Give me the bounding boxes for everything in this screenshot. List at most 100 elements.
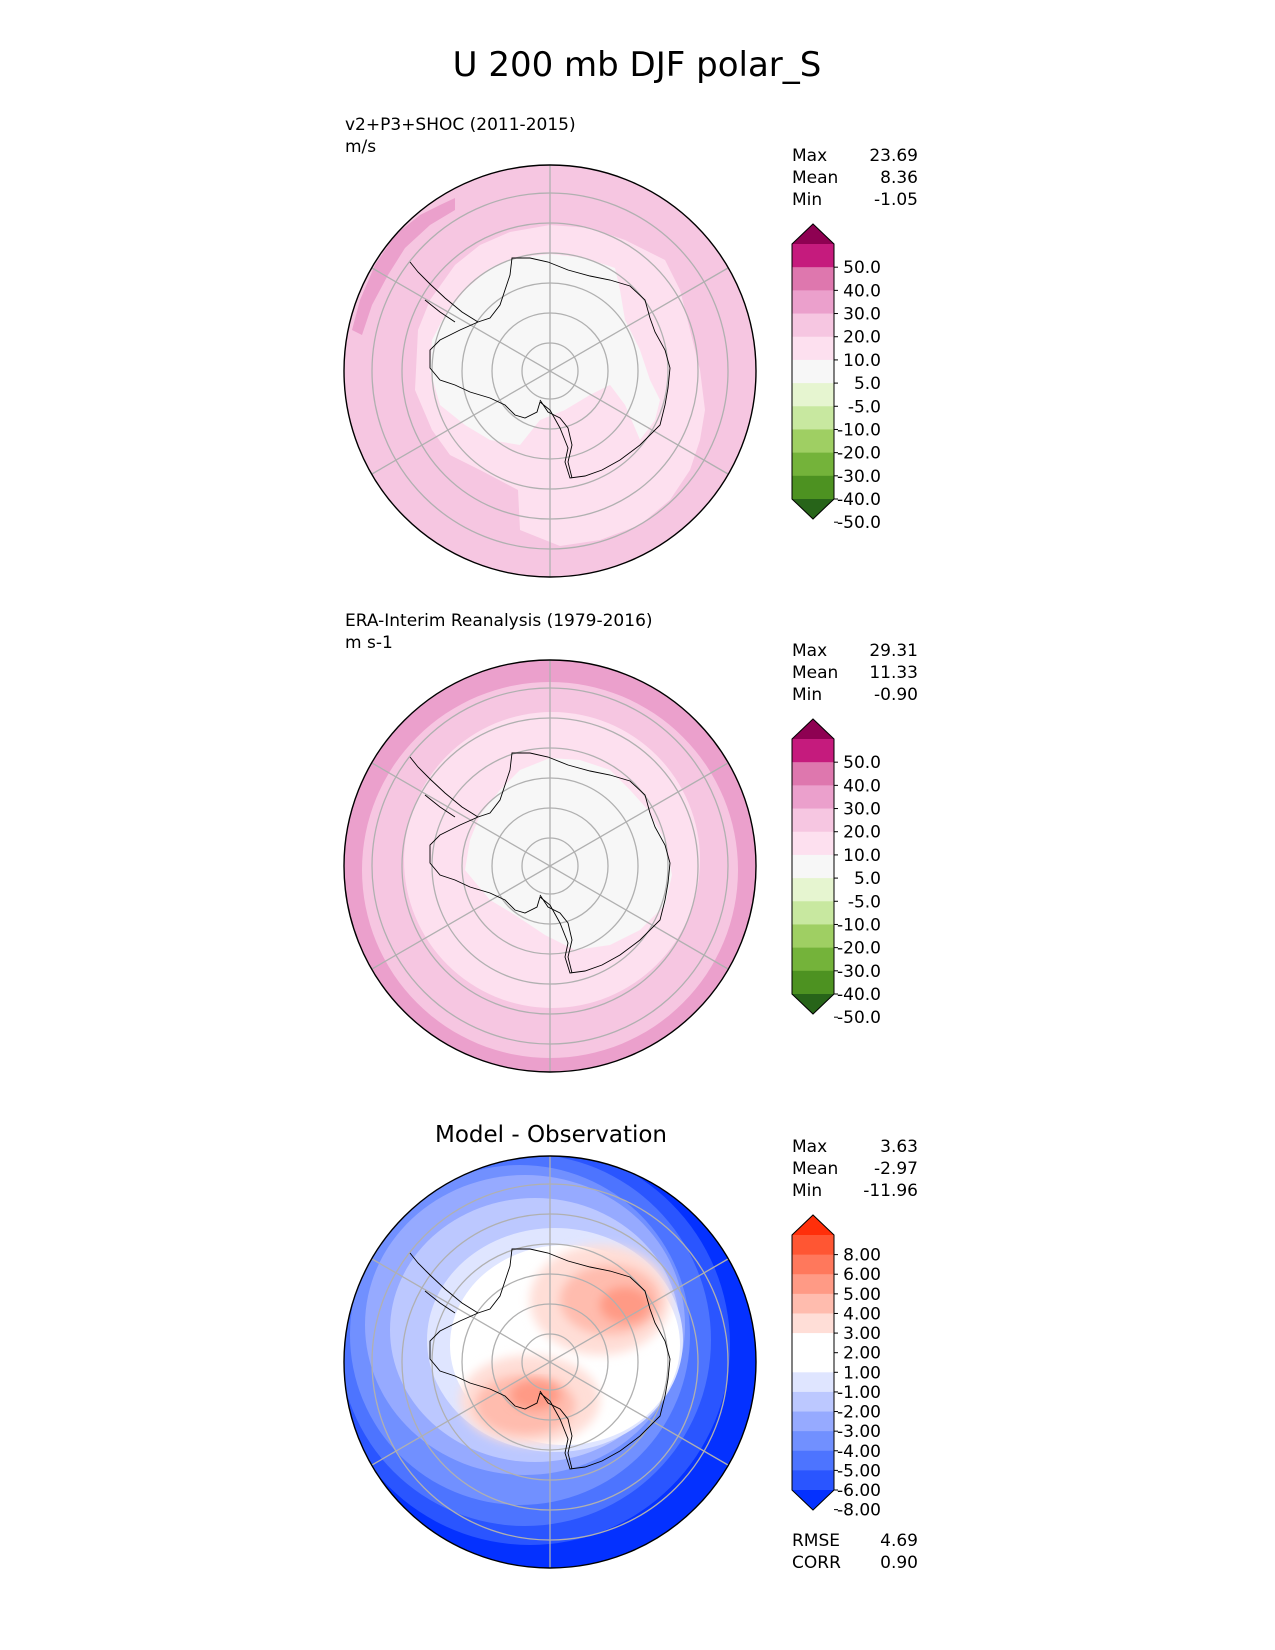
stat-max-label: Max — [792, 146, 827, 166]
panel-test-coast — [409, 257, 671, 479]
stat-min-value: -1.05 — [874, 190, 918, 210]
panel-test: v2+P3+SHOC (2011-2015) m/s Max 23.69 Mea… — [343, 115, 918, 578]
stat-min-value: -11.96 — [863, 1181, 918, 1201]
panel-test-stats: Max 23.69 Mean 8.36 Min -1.05 — [792, 146, 918, 210]
colorbar-tick-label: 2.00 — [843, 1344, 881, 1364]
colorbar-tick-label: 40.0 — [843, 281, 881, 301]
panel-diff-footer-stats: RMSE 4.69 CORR 0.90 — [792, 1531, 918, 1573]
colorbar-tick-label: 50.0 — [843, 753, 881, 773]
panel-diff-colorbar: 8.006.005.004.003.002.001.00-1.00-2.00-3… — [791, 1214, 881, 1521]
panel-diff-grid — [371, 1156, 729, 1568]
colorbar-tick-label: -40.0 — [837, 490, 881, 510]
colorbar-extend-top — [792, 719, 834, 739]
colorbar-segment — [792, 1372, 834, 1393]
colorbar-segment — [792, 1450, 834, 1471]
colorbar-tick-label: -50.0 — [837, 1008, 881, 1028]
stat-min-label: Min — [792, 190, 822, 210]
colorbar-tick-label: -20.0 — [837, 444, 881, 464]
colorbar-segment — [792, 1254, 834, 1275]
colorbar-segment — [792, 785, 834, 810]
colorbar-segment — [792, 1411, 834, 1432]
colorbar-tick-label: -2.00 — [837, 1403, 881, 1423]
panel-reference-units: m s-1 — [345, 633, 393, 653]
colorbar-tick-label: -8.00 — [837, 1501, 881, 1521]
colorbar-tick-label: 40.0 — [843, 776, 881, 796]
stat-mean-label: Mean — [792, 168, 838, 188]
colorbar-tick-label: -3.00 — [837, 1422, 881, 1442]
colorbar-extend-top — [792, 224, 834, 244]
colorbar-segment — [792, 831, 834, 856]
colorbar-tick-label: -4.00 — [837, 1442, 881, 1462]
colorbar-tick-label: -5.00 — [837, 1461, 881, 1481]
colorbar-tick-label: 10.0 — [843, 846, 881, 866]
stat-mean-label: Mean — [792, 1159, 838, 1179]
colorbar-segment — [792, 1235, 834, 1256]
colorbar-segment — [792, 429, 834, 454]
colorbar-extend-top — [792, 1215, 834, 1235]
stat-mean-value: -2.97 — [874, 1159, 918, 1179]
colorbar-extend-bottom — [792, 1490, 834, 1510]
panel-diff-coast — [409, 1248, 671, 1470]
stat-max-value: 3.63 — [880, 1137, 918, 1157]
colorbar-segment — [792, 901, 834, 925]
colorbar-segment — [792, 1274, 834, 1295]
colorbar-segment — [792, 406, 834, 430]
colorbar-tick-label: -30.0 — [837, 962, 881, 982]
core-neg5-5 — [465, 758, 672, 950]
colorbar-segment — [792, 267, 834, 291]
colorbar-tick-label: 30.0 — [843, 800, 881, 820]
stat-max-label: Max — [792, 641, 827, 661]
colorbar-tick-label: 4.00 — [843, 1304, 881, 1324]
colorbar-segment — [792, 808, 834, 833]
stat-corr-value: 0.90 — [880, 1553, 918, 1573]
panel-reference-coast — [409, 752, 671, 974]
stat-mean-value: 11.33 — [869, 663, 918, 683]
colorbar-extend-bottom — [792, 499, 834, 519]
colorbar-tick-label: -20.0 — [837, 939, 881, 959]
colorbar-tick-label: -50.0 — [837, 513, 881, 533]
stat-corr-label: CORR — [792, 1553, 841, 1573]
colorbar-segment — [792, 854, 834, 879]
colorbar-tick-label: -40.0 — [837, 985, 881, 1005]
colorbar-segment — [792, 1293, 834, 1314]
colorbar-segment — [792, 290, 834, 315]
panel-diff-stats: Max 3.63 Mean -2.97 Min -11.96 — [792, 1137, 918, 1201]
colorbar-tick-label: -10.0 — [837, 915, 881, 935]
panel-reference-colorbar: 50.0 40.0 30.0 20.0 10.0 5.0 -5.0 -10.0 -20.0 -30… — [791, 718, 881, 1028]
positive-anomaly-west — [460, 1355, 600, 1445]
stat-max-value: 29.31 — [869, 641, 918, 661]
positive-anomaly-east — [530, 1245, 670, 1355]
colorbar-extend-bottom — [792, 994, 834, 1014]
colorbar-segment — [792, 1470, 834, 1491]
colorbar-segment — [792, 313, 834, 338]
colorbar-segment — [792, 244, 834, 268]
colorbar-tick-label: 50.0 — [843, 258, 881, 278]
colorbar-segment — [792, 475, 834, 500]
colorbar-segment — [792, 762, 834, 786]
panel-diff-title: Model - Observation — [435, 1122, 667, 1148]
stat-min-label: Min — [792, 1181, 822, 1201]
colorbar-tick-label: 1.00 — [843, 1363, 881, 1383]
colorbar-tick-label: -10.0 — [837, 420, 881, 440]
colorbar-tick-label: -5.0 — [848, 892, 881, 912]
colorbar-segment — [792, 383, 834, 407]
colorbar-tick-label: 20.0 — [843, 823, 881, 843]
colorbar-segment — [792, 336, 834, 361]
colorbar-tick-label: 3.00 — [843, 1324, 881, 1344]
stat-mean-label: Mean — [792, 663, 838, 683]
panel-reference-boundary — [343, 659, 757, 1073]
colorbar-tick-label: 20.0 — [843, 328, 881, 348]
panel-reference-stats: Max 29.31 Mean 11.33 Min -0.90 — [792, 641, 918, 705]
panel-reference-title: ERA-Interim Reanalysis (1979-2016) — [345, 611, 653, 631]
colorbar-tick-label: 5.0 — [854, 869, 881, 889]
stat-max-value: 23.69 — [869, 146, 918, 166]
colorbar-segment — [792, 1391, 834, 1413]
stat-max-label: Max — [792, 1137, 827, 1157]
patch-20-30 — [352, 198, 455, 335]
stat-min-value: -0.90 — [874, 685, 918, 705]
figure-title: U 200 mb DJF polar_S — [453, 45, 822, 85]
colorbar-segment — [792, 739, 834, 763]
stat-min-label: Min — [792, 685, 822, 705]
colorbar-segment — [792, 970, 834, 995]
